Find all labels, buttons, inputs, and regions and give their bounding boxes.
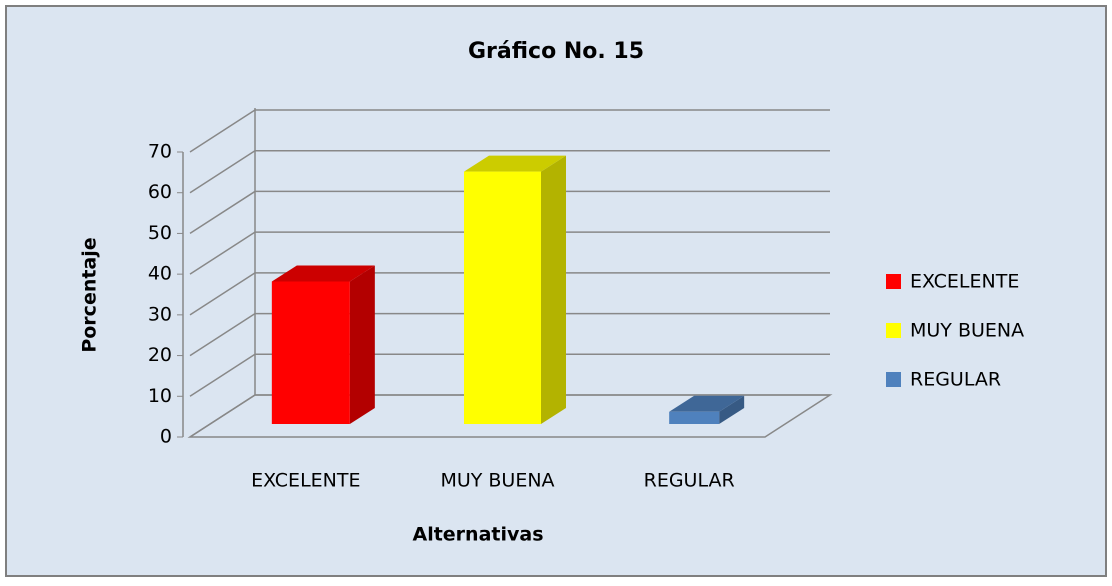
y-tick-label: 60 — [148, 181, 172, 203]
y-tick-label: 50 — [148, 222, 172, 244]
y-tick-label: 20 — [148, 344, 172, 366]
y-tick-label: 40 — [148, 263, 172, 285]
grid-line — [189, 272, 830, 316]
bar-side — [349, 265, 375, 424]
y-tick-label: 0 — [160, 426, 172, 448]
x-tick-label: REGULAR — [644, 470, 735, 492]
grid-line — [189, 312, 830, 357]
bar — [669, 411, 720, 424]
bar-side — [719, 395, 745, 424]
y-tick-label: 70 — [148, 141, 172, 163]
grid-line — [189, 394, 830, 438]
legend-label: MUY BUENA — [910, 320, 1024, 342]
grid-line — [189, 353, 830, 397]
x-tick-label: EXCELENTE — [251, 470, 360, 492]
legend-swatch — [886, 323, 901, 338]
legend-swatch — [886, 372, 901, 387]
bar-top — [271, 265, 375, 282]
grid-line — [189, 149, 830, 194]
bar-top — [669, 395, 745, 412]
legend-swatch — [886, 274, 901, 289]
x-tick-label: MUY BUENA — [440, 470, 554, 492]
y-tick-label: 10 — [148, 385, 172, 407]
x-axis-title: Alternativas — [412, 524, 543, 546]
legend-label: REGULAR — [910, 369, 1001, 391]
grid-line — [189, 231, 830, 275]
bar — [271, 281, 350, 424]
bar — [464, 171, 541, 424]
bar-side — [541, 155, 566, 425]
y-axis-title: Porcentaje — [79, 237, 101, 352]
chart-title: Gráfico No. 15 — [468, 39, 644, 64]
y-tick-label: 30 — [148, 303, 172, 325]
legend-label: EXCELENTE — [910, 271, 1019, 293]
grid-line — [189, 190, 830, 235]
grid-line — [189, 109, 830, 153]
bar-top — [464, 155, 566, 172]
